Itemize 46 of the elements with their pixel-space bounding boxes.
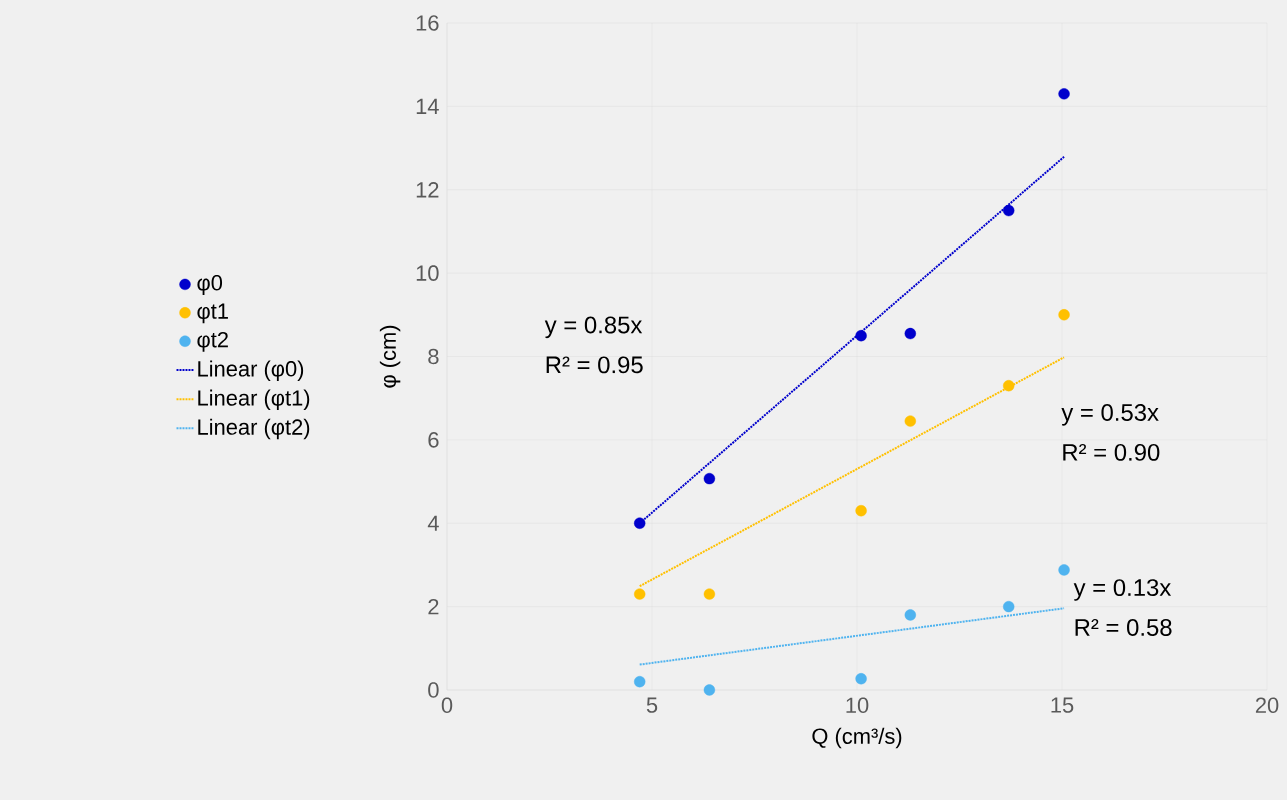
annotation: R² = 0.95 xyxy=(546,356,643,374)
x-tick-label: 5 xyxy=(646,697,658,713)
y-tick-label: 8 xyxy=(428,348,439,365)
x-tick-label: 15 xyxy=(1051,697,1074,713)
x-tick-label: 10 xyxy=(846,697,869,714)
x-axis-title: Q (cm³/s) xyxy=(812,727,902,749)
point xyxy=(904,327,916,340)
point xyxy=(703,472,716,485)
y-tick-label: 2 xyxy=(428,598,439,615)
point xyxy=(1003,600,1015,613)
annotation: y = 0.53x xyxy=(1061,404,1159,426)
point xyxy=(904,415,916,427)
y-tick-label: 6 xyxy=(428,432,439,448)
y-tick-label: 12 xyxy=(416,182,439,198)
legend-label: φt1 xyxy=(197,303,228,324)
point xyxy=(1058,564,1070,576)
point xyxy=(904,609,916,621)
annotation: R² = 0.90 xyxy=(1063,443,1160,461)
legend-label: Linear (φt2) xyxy=(198,418,310,440)
y-tick-label: 10 xyxy=(416,265,439,281)
point xyxy=(1003,380,1015,392)
point xyxy=(855,329,867,342)
legend-label: φt2 xyxy=(197,331,228,352)
annotation: R² = 0.58 xyxy=(1075,619,1172,636)
point xyxy=(634,675,646,688)
annotation: y = 0.13x xyxy=(1073,579,1172,601)
point xyxy=(703,684,716,696)
point xyxy=(634,588,646,600)
legend-label: Linear (φ0) xyxy=(198,360,304,381)
y-tick-label: 16 xyxy=(416,15,439,31)
annotation: y = 0.85x xyxy=(544,316,643,339)
point xyxy=(634,517,646,529)
x-tick-label: 20 xyxy=(1255,697,1279,714)
legend-label: φ0 xyxy=(197,275,223,295)
point xyxy=(703,588,716,600)
point xyxy=(1003,204,1015,217)
point xyxy=(855,673,867,685)
legend-label: Linear (φt1) xyxy=(198,389,310,411)
y-axis-title: φ (cm) xyxy=(379,325,401,388)
y-tick-label: 0 xyxy=(428,682,439,698)
point xyxy=(1058,309,1070,321)
y-tick-label: 4 xyxy=(427,515,439,531)
x-tick-label: 0 xyxy=(441,697,453,714)
point xyxy=(855,505,867,517)
point xyxy=(1058,88,1070,100)
y-tick-label: 14 xyxy=(416,98,439,114)
